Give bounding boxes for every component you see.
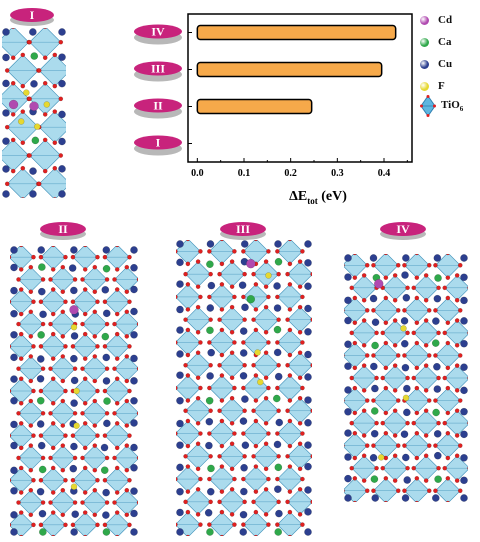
x-tick-label: 0.4	[378, 168, 391, 179]
legend-item-tio6: TiO6	[420, 95, 463, 117]
category-label-ii: II	[134, 98, 182, 119]
structure-iii-image	[176, 240, 312, 536]
x-tick-label: 0.1	[238, 168, 251, 179]
x-tick-label: 0.0	[191, 168, 204, 179]
x-tick-label: 0.2	[284, 168, 297, 179]
cd-dot-icon	[420, 15, 429, 25]
svg-text:II: II	[153, 99, 163, 113]
octahedron-icon	[420, 95, 436, 117]
f-dot-icon	[420, 81, 429, 91]
plot-frame	[187, 13, 413, 163]
svg-text:III: III	[151, 62, 165, 76]
badge-structure-iii: III	[220, 222, 266, 242]
category-label-iv: IV	[134, 24, 182, 45]
badge-structure-iv: IV	[380, 222, 426, 242]
bar-ii	[196, 98, 313, 115]
legend-item-cd: Cd	[420, 12, 452, 28]
bar-iv	[196, 24, 397, 41]
cu-dot-icon	[420, 59, 429, 69]
structure-iv-image	[344, 254, 468, 502]
badge-structure-i: I	[10, 8, 54, 28]
legend-item-f: F	[420, 78, 445, 94]
x-tick-label: 0.3	[331, 168, 344, 179]
legend-item-cu: Cu	[420, 56, 452, 72]
bar-iii	[196, 61, 383, 78]
category-label-iii: III	[134, 61, 182, 82]
structure-i-image	[2, 28, 66, 198]
ca-dot-icon	[420, 37, 429, 47]
x-axis-label: ΔEtot (eV)	[289, 189, 347, 206]
category-label-i: I	[134, 135, 182, 156]
svg-text:IV: IV	[151, 25, 165, 39]
svg-text:I: I	[156, 136, 161, 150]
structure-ii-image	[10, 246, 138, 536]
legend-item-ca: Ca	[420, 34, 451, 50]
badge-structure-ii: II	[40, 222, 86, 242]
